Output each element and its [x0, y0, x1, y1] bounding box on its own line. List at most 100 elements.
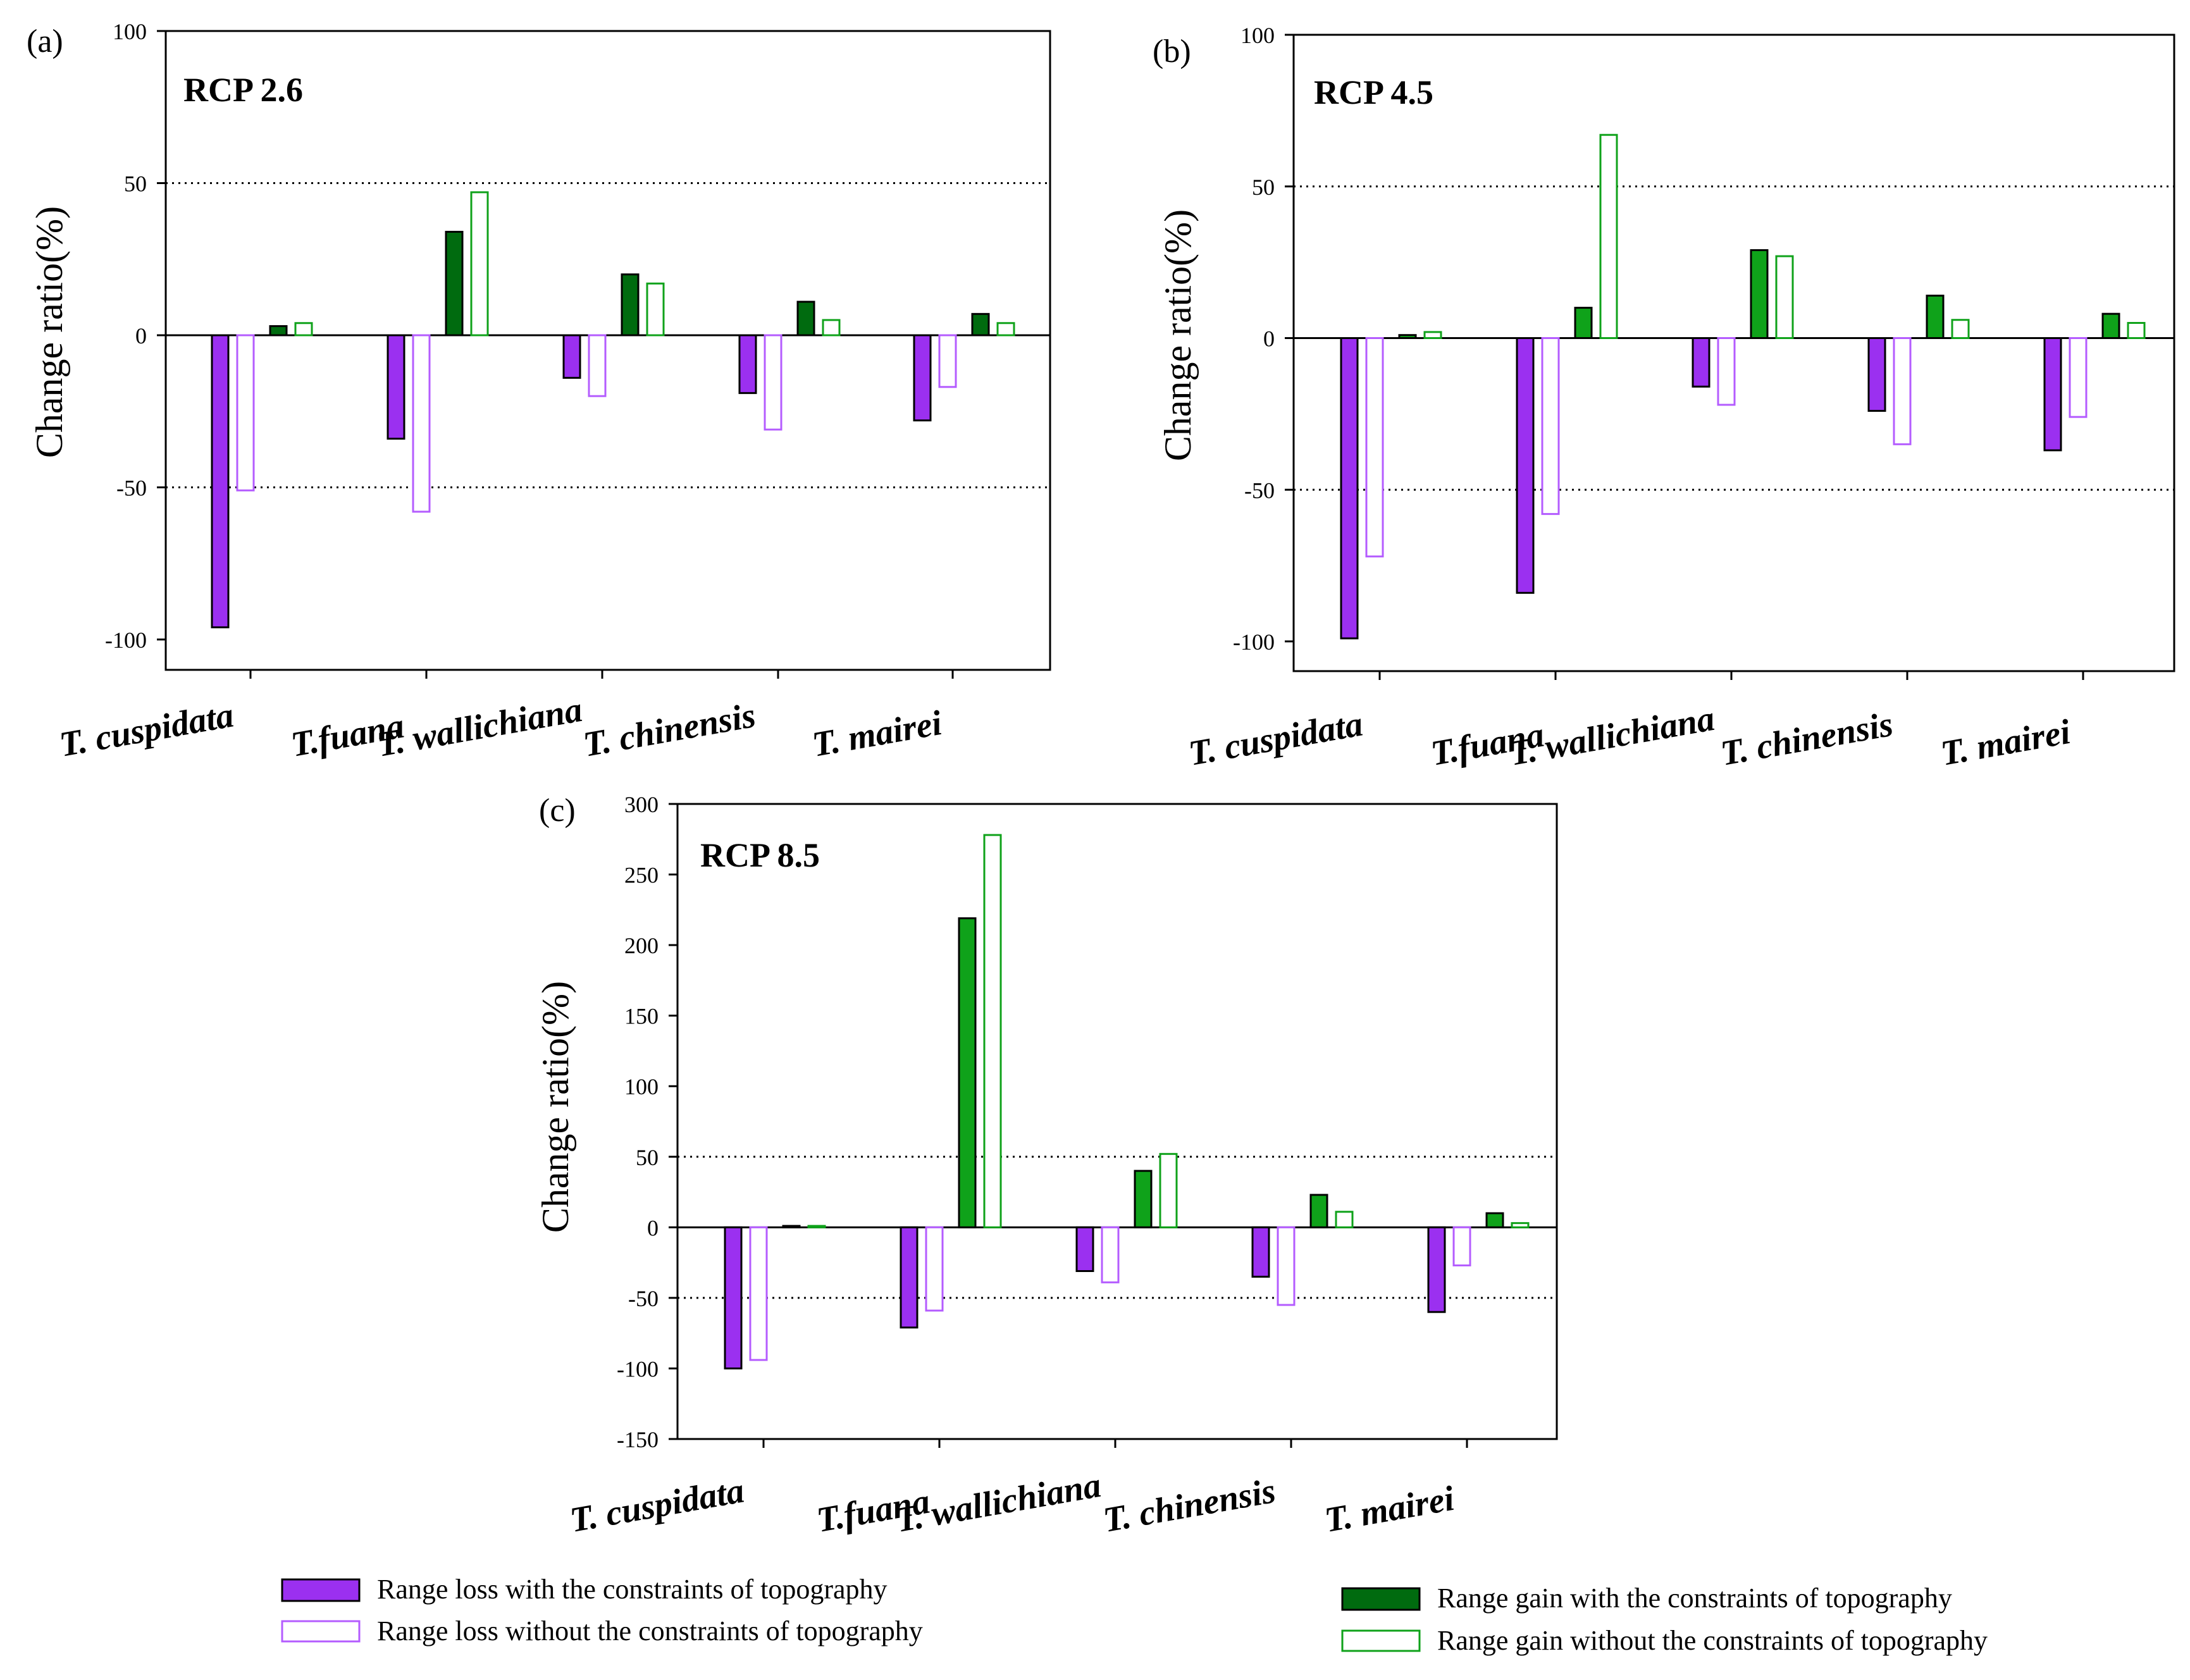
category-label: T. mairei	[1938, 712, 2073, 774]
y-tick-label: 50	[1252, 175, 1275, 200]
y-tick-label: -150	[617, 1427, 659, 1452]
legend-label: Range loss without the constraints of to…	[377, 1615, 923, 1646]
bar	[1251, 1226, 1270, 1278]
legend-label: Range gain with the constraints of topog…	[1437, 1583, 1952, 1614]
category-label: T. chinensis	[580, 696, 758, 765]
bar	[1951, 319, 1970, 340]
bar	[2127, 322, 2146, 339]
legend-label: Range gain without the constraints of to…	[1437, 1625, 1988, 1656]
legend-item-loss-without: Range loss without the constraints of to…	[281, 1615, 923, 1646]
scenario-title: RCP 2.6	[183, 71, 303, 109]
bar	[1398, 334, 1417, 340]
category-label: T. chinensis	[1717, 705, 1896, 774]
bar	[822, 319, 841, 337]
bar	[387, 334, 405, 440]
bar	[1717, 337, 1736, 406]
bar	[724, 1226, 743, 1369]
scenario-title: RCP 4.5	[1314, 73, 1433, 111]
bar	[1340, 337, 1359, 639]
bar	[1516, 337, 1535, 594]
legend-swatch	[281, 1620, 361, 1643]
bar	[236, 334, 255, 491]
y-tick-label: 250	[624, 863, 659, 888]
legend-swatch	[281, 1578, 361, 1602]
y-tick-label: 100	[113, 19, 147, 44]
y-tick-label: 300	[624, 792, 659, 817]
bar	[562, 334, 581, 379]
category-label: T. cuspidata	[56, 695, 237, 764]
bar	[983, 834, 1002, 1228]
panel-c: (c) RCP 8.5 Change ratio(%) 300 250 200 150…	[535, 792, 1558, 1540]
bar	[1335, 1211, 1354, 1228]
y-tick-label: -100	[617, 1356, 659, 1381]
y-axis-label: Change ratio(%)	[535, 981, 576, 1233]
scenario-title: RCP 8.5	[700, 836, 820, 874]
bar	[470, 191, 489, 337]
bar	[1134, 1170, 1153, 1228]
bar	[900, 1226, 919, 1329]
panel-a: (a) RCP 2.6 Change ratio(%) 100 50 0 -50 -10…	[27, 19, 1051, 765]
bar	[807, 1225, 826, 1228]
bar	[1365, 337, 1384, 558]
bar	[646, 282, 665, 337]
panel-letter: (b)	[1153, 34, 1191, 70]
panel-b: (b) RCP 4.5 Change ratio(%) 100 50 0 -50 -10…	[1153, 23, 2175, 774]
plot-frame	[164, 30, 1051, 671]
bar	[996, 322, 1015, 337]
legend: Range loss with the constraints of topog…	[281, 1574, 1988, 1656]
y-tick-label: -50	[116, 476, 147, 501]
bar	[1599, 133, 1618, 340]
bar	[445, 230, 464, 337]
bar	[621, 273, 640, 337]
y-tick-label: -100	[105, 627, 147, 653]
bar	[2069, 337, 2088, 418]
y-axis-label: Change ratio(%)	[28, 206, 70, 458]
category-label: T. wallichiana	[374, 690, 585, 765]
bar	[1452, 1226, 1471, 1267]
y-tick-label: 100	[1240, 23, 1275, 48]
legend-item-gain-without: Range gain without the constraints of to…	[1341, 1625, 1988, 1656]
y-tick-label: 0	[647, 1215, 659, 1240]
legend-swatch	[1341, 1629, 1421, 1652]
bar	[1775, 255, 1794, 339]
bar	[1427, 1226, 1446, 1313]
bar	[1159, 1152, 1178, 1228]
bar	[2043, 337, 2062, 452]
category-label: T. chinensis	[1100, 1471, 1278, 1540]
bar	[938, 334, 957, 388]
bar	[211, 334, 230, 629]
y-tick-label: -50	[1244, 478, 1275, 503]
bar	[294, 322, 313, 337]
y-tick-label: 0	[1263, 326, 1275, 352]
bar	[1893, 337, 1912, 445]
bar	[1692, 337, 1711, 388]
bar	[1511, 1222, 1530, 1228]
bar	[1075, 1226, 1094, 1272]
category-label: T. mairei	[1321, 1479, 1457, 1540]
y-tick-label: -50	[628, 1286, 659, 1311]
bar	[971, 312, 990, 337]
bar	[1309, 1194, 1328, 1228]
y-tick-label: 50	[124, 171, 147, 197]
y-tick-label: 150	[624, 1004, 659, 1029]
legend-label: Range loss with the constraints of topog…	[377, 1574, 888, 1605]
bar	[913, 334, 932, 422]
y-axis-label: Change ratio(%)	[1157, 209, 1199, 461]
plot-frame	[676, 803, 1558, 1440]
category-label: T. cuspidata	[567, 1471, 747, 1540]
category-label: T. wallichiana	[1506, 699, 1717, 774]
bar	[782, 1225, 801, 1228]
category-label: T. cuspidata	[1185, 704, 1366, 773]
bar	[1574, 307, 1593, 339]
y-tick-label: -100	[1233, 629, 1275, 655]
category-label: T. mairei	[809, 703, 944, 765]
y-tick-label: 50	[636, 1145, 659, 1170]
bar	[1101, 1226, 1120, 1283]
y-tick-label: 100	[624, 1074, 659, 1099]
bar	[738, 334, 757, 394]
bar	[958, 917, 977, 1228]
bar	[1926, 294, 1945, 339]
bar	[2101, 312, 2120, 340]
legend-swatch	[1341, 1587, 1421, 1611]
